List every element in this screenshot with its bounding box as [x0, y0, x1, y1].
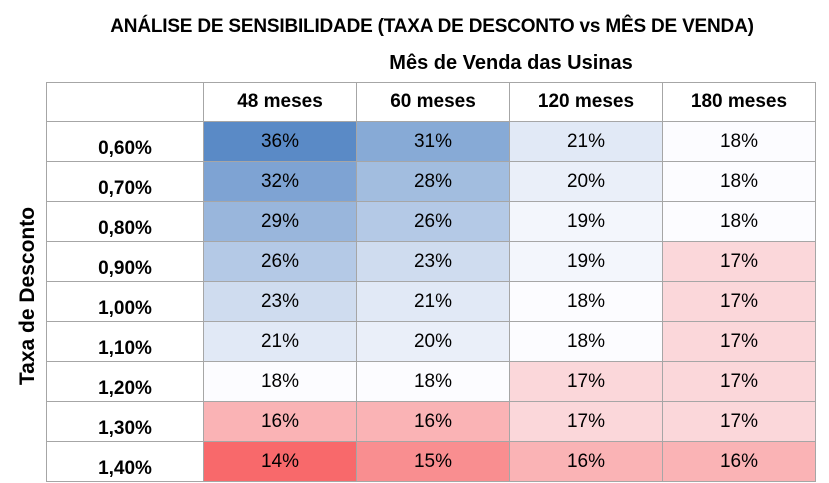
row-header: 0,60% — [46, 121, 204, 162]
heatmap-cell: 21% — [356, 281, 510, 322]
heatmap-cell: 16% — [356, 401, 510, 442]
heatmap-cell: 17% — [662, 361, 816, 402]
heatmap-cell: 17% — [662, 281, 816, 322]
heatmap-cell: 14% — [203, 441, 357, 482]
table-row: 1,30% 16% 16% 17% 17% — [46, 401, 816, 442]
row-header: 1,30% — [46, 401, 204, 442]
row-header: 1,20% — [46, 361, 204, 402]
heatmap-cell: 21% — [203, 321, 357, 362]
heatmap-cell: 18% — [509, 321, 663, 362]
heatmap-cell: 18% — [203, 361, 357, 402]
heatmap-cell: 15% — [356, 441, 510, 482]
heatmap-cell: 23% — [203, 281, 357, 322]
heatmap-cell: 17% — [662, 241, 816, 282]
heatmap-cell: 17% — [662, 401, 816, 442]
heatmap-cell: 26% — [203, 241, 357, 282]
table-row: 1,20% 18% 18% 17% 17% — [46, 361, 816, 402]
table-row: 0,70% 32% 28% 20% 18% — [46, 161, 816, 202]
chart-title: ANÁLISE DE SENSIBILIDADE (TAXA DE DESCON… — [110, 16, 754, 37]
column-header: 120 meses — [509, 82, 663, 122]
heatmap-cell: 16% — [509, 441, 663, 482]
heatmap-cell: 20% — [356, 321, 510, 362]
heatmap-cell: 28% — [356, 161, 510, 202]
heatmap-cell: 16% — [203, 401, 357, 442]
heatmap-cell: 31% — [356, 121, 510, 162]
table-row: 1,00% 23% 21% 18% 17% — [46, 281, 816, 322]
heatmap-cell: 18% — [662, 161, 816, 202]
heatmap-cell: 32% — [203, 161, 357, 202]
table-row: 0,80% 29% 26% 19% 18% — [46, 201, 816, 242]
row-header: 0,70% — [46, 161, 204, 202]
row-header: 1,10% — [46, 321, 204, 362]
column-axis-title: Mês de Venda das Usinas — [389, 52, 633, 74]
table-row: 1,10% 21% 20% 18% 17% — [46, 321, 816, 362]
heatmap-cell: 18% — [356, 361, 510, 402]
heatmap-cell: 36% — [203, 121, 357, 162]
table-row: 0,60% 36% 31% 21% 18% — [46, 121, 816, 162]
heatmap-cell: 19% — [509, 201, 663, 242]
heatmap-cell: 17% — [509, 401, 663, 442]
row-header: 1,40% — [46, 441, 204, 482]
row-header: 0,80% — [46, 201, 204, 242]
row-header: 0,90% — [46, 241, 204, 282]
heatmap-cell: 18% — [662, 121, 816, 162]
heatmap-cell: 17% — [662, 321, 816, 362]
heatmap-cell: 29% — [203, 201, 357, 242]
heatmap-cell: 18% — [509, 281, 663, 322]
heatmap-cell: 17% — [509, 361, 663, 402]
table-row: 0,90% 26% 23% 19% 17% — [46, 241, 816, 282]
sensitivity-table: 48 meses 60 meses 120 meses 180 meses 0,… — [46, 82, 816, 482]
column-header: 60 meses — [356, 82, 510, 122]
table-row: 1,40% 14% 15% 16% 16% — [46, 441, 816, 482]
heatmap-cell: 26% — [356, 201, 510, 242]
heatmap-cell: 23% — [356, 241, 510, 282]
column-header: 48 meses — [203, 82, 357, 122]
heatmap-cell: 21% — [509, 121, 663, 162]
row-header: 1,00% — [46, 281, 204, 322]
corner-cell — [46, 82, 204, 122]
column-header: 180 meses — [662, 82, 816, 122]
heatmap-cell: 20% — [509, 161, 663, 202]
heatmap-cell: 19% — [509, 241, 663, 282]
row-axis-title: Taxa de Desconto — [16, 206, 39, 386]
heatmap-cell: 18% — [662, 201, 816, 242]
heatmap-cell: 16% — [662, 441, 816, 482]
header-row: 48 meses 60 meses 120 meses 180 meses — [46, 82, 816, 122]
